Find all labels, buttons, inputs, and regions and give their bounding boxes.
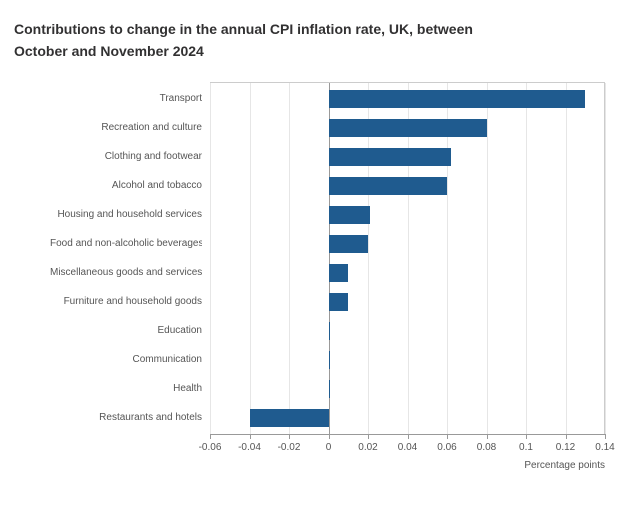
chart-area: Percentage points -0.06-0.04-0.0200.020.… bbox=[50, 82, 610, 462]
bar bbox=[329, 264, 349, 282]
gridline bbox=[210, 83, 211, 434]
gridline bbox=[566, 83, 567, 434]
category-label: Housing and household services bbox=[50, 209, 202, 220]
category-label: Communication bbox=[50, 354, 202, 365]
gridline bbox=[605, 83, 606, 434]
gridline bbox=[250, 83, 251, 434]
x-tick-label: 0.06 bbox=[437, 442, 456, 453]
x-tick bbox=[250, 434, 251, 439]
bar bbox=[329, 235, 369, 253]
bar bbox=[329, 90, 586, 108]
x-tick-label: 0 bbox=[326, 442, 332, 453]
category-label: Restaurants and hotels bbox=[50, 412, 202, 423]
category-label: Miscellaneous goods and services bbox=[50, 267, 202, 278]
x-tick-label: 0.14 bbox=[595, 442, 614, 453]
x-axis-title: Percentage points bbox=[524, 460, 605, 471]
gridline bbox=[289, 83, 290, 434]
x-tick bbox=[210, 434, 211, 439]
title-line-1: Contributions to change in the annual CP… bbox=[14, 21, 473, 37]
bar bbox=[329, 380, 331, 398]
x-tick-label: -0.04 bbox=[238, 442, 261, 453]
x-tick-label: 0.04 bbox=[398, 442, 417, 453]
x-tick bbox=[329, 434, 330, 439]
bar bbox=[329, 119, 487, 137]
x-tick-label: -0.06 bbox=[199, 442, 222, 453]
x-tick bbox=[368, 434, 369, 439]
chart-title: Contributions to change in the annual CP… bbox=[0, 0, 560, 63]
x-tick bbox=[408, 434, 409, 439]
category-label: Recreation and culture bbox=[50, 122, 202, 133]
title-line-2: October and November 2024 bbox=[14, 43, 204, 59]
x-tick-label: 0.1 bbox=[519, 442, 533, 453]
gridline bbox=[487, 83, 488, 434]
bar bbox=[329, 148, 451, 166]
bar bbox=[329, 351, 331, 369]
x-tick-label: 0.08 bbox=[477, 442, 496, 453]
category-label: Food and non-alcoholic beverages bbox=[50, 238, 202, 249]
x-tick bbox=[487, 434, 488, 439]
x-tick bbox=[605, 434, 606, 439]
x-tick-label: 0.12 bbox=[556, 442, 575, 453]
bar bbox=[329, 293, 349, 311]
bar bbox=[250, 409, 329, 427]
x-tick bbox=[447, 434, 448, 439]
category-label: Alcohol and tobacco bbox=[50, 180, 202, 191]
bar bbox=[329, 177, 448, 195]
x-tick-label: -0.02 bbox=[278, 442, 301, 453]
x-tick bbox=[289, 434, 290, 439]
bar bbox=[329, 322, 331, 340]
category-label: Health bbox=[50, 383, 202, 394]
category-label: Education bbox=[50, 325, 202, 336]
category-label: Clothing and footwear bbox=[50, 151, 202, 162]
gridline bbox=[526, 83, 527, 434]
bar bbox=[329, 206, 370, 224]
category-label: Transport bbox=[50, 93, 202, 104]
category-label: Furniture and household goods bbox=[50, 296, 202, 307]
x-tick bbox=[566, 434, 567, 439]
x-tick-label: 0.02 bbox=[358, 442, 377, 453]
x-tick bbox=[526, 434, 527, 439]
